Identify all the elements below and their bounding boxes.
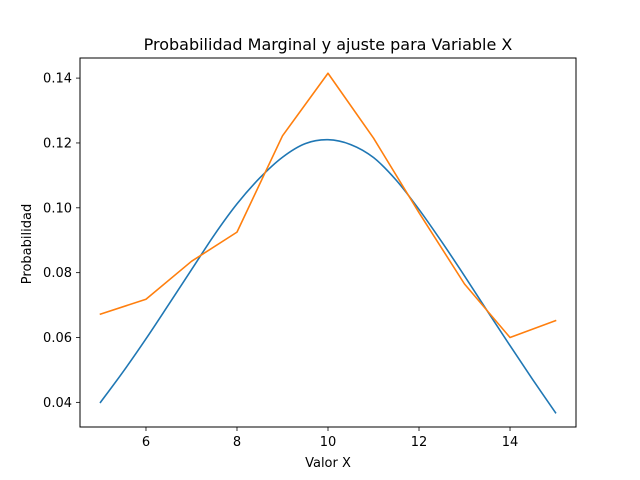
x-axis-label: Valor X: [305, 456, 351, 471]
y-tick-label: 0.10: [43, 201, 72, 216]
plot-frame: [79, 57, 577, 428]
y-tick-label: 0.06: [43, 331, 72, 346]
series-line-1: [99, 138, 557, 414]
x-tick-label: 8: [233, 435, 241, 450]
y-tick-label: 0.14: [43, 72, 72, 87]
y-tick-label: 0.04: [43, 396, 72, 411]
series-line-2: [99, 72, 557, 339]
y-tick-label: 0.08: [43, 266, 72, 281]
x-tick-label: 14: [502, 435, 519, 450]
y-axis-label: Probabilidad: [20, 204, 35, 284]
series-layer: [99, 72, 557, 414]
chart-title: Probabilidad Marginal y ajuste para Vari…: [144, 35, 513, 54]
y-tick-label: 0.12: [43, 136, 72, 151]
x-tick-label: 12: [411, 435, 428, 450]
ticks-layer: 6 8 10 12 14 0.04 0.06 0.08 0.10 0.12 0.14: [43, 72, 518, 450]
x-tick-label: 6: [142, 435, 150, 450]
x-tick-label: 10: [320, 435, 337, 450]
